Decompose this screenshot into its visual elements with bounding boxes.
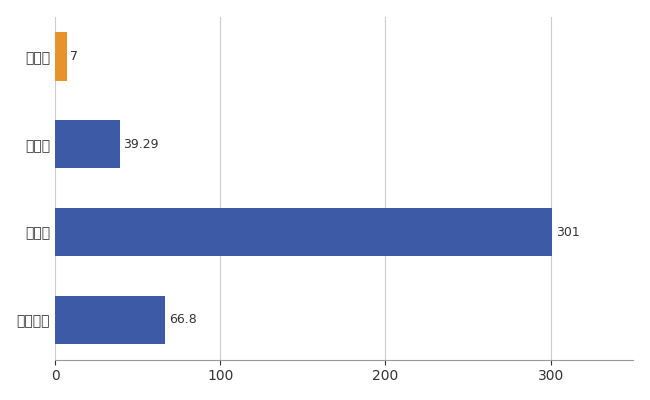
Bar [55, 208, 552, 256]
Text: 7: 7 [70, 50, 78, 63]
Text: 66.8: 66.8 [169, 313, 196, 326]
Bar [55, 32, 66, 80]
Bar [55, 120, 120, 168]
Text: 39.29: 39.29 [124, 138, 159, 151]
Text: 301: 301 [556, 226, 579, 238]
Bar [55, 296, 165, 344]
